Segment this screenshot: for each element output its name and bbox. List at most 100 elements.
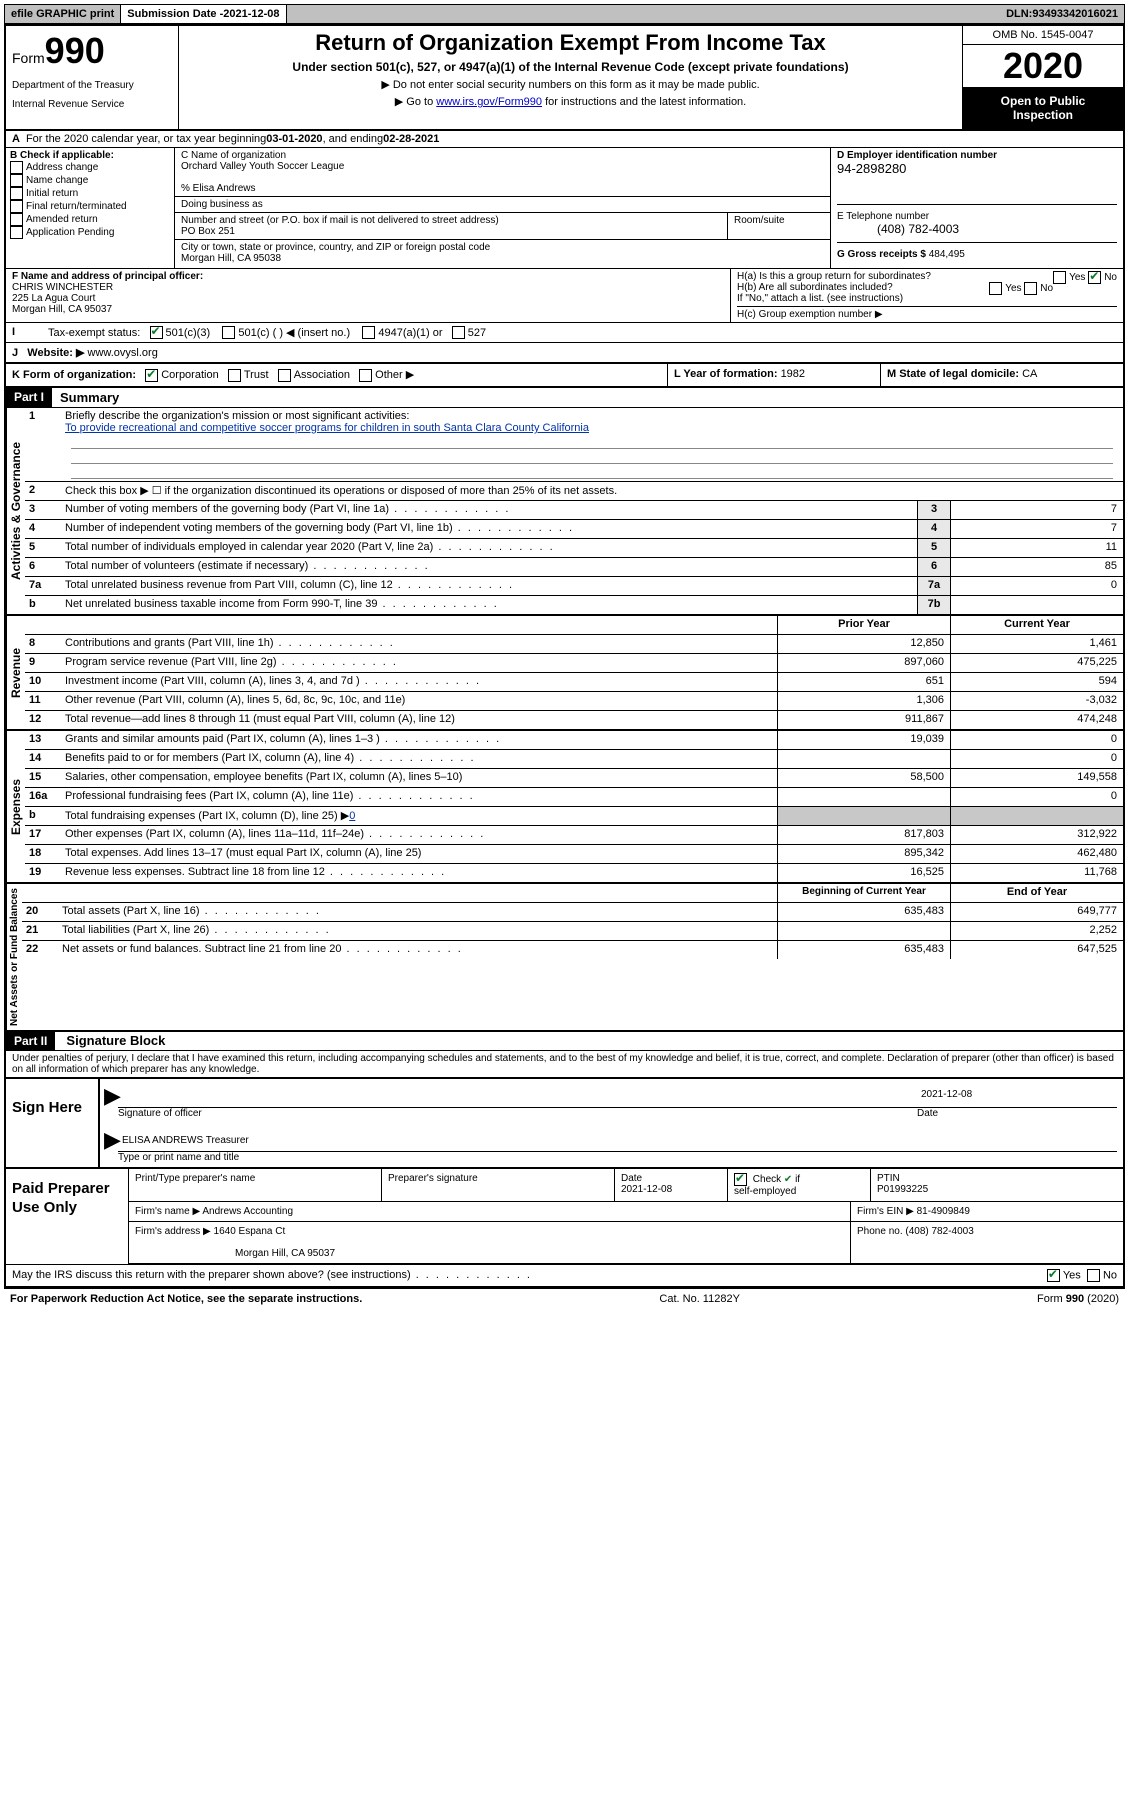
sign-here-section: Sign Here ▶ Signature of officer 2021-12… (6, 1077, 1123, 1167)
revenue-block: Revenue Prior Year Current Year 8 Contri… (6, 616, 1123, 731)
row-k: K Form of organization: Corporation Trus… (6, 364, 1123, 388)
col-d: D Employer identification number 94-2898… (831, 148, 1123, 268)
room-cell: Room/suite (728, 213, 830, 239)
chk-initial-return[interactable] (10, 187, 23, 200)
principal-officer: F Name and address of principal officer:… (6, 269, 731, 322)
chk-amended[interactable] (10, 213, 23, 226)
prep-row-3: Firm's address ▶ 1640 Espana CtMorgan Hi… (129, 1222, 1123, 1264)
paid-preparer-body: Print/Type preparer's name Preparer's si… (129, 1169, 1123, 1264)
line-21: 21 Total liabilities (Part X, line 26) 2… (22, 921, 1123, 940)
instruction-2: ▶ Go to www.irs.gov/Form990 for instruct… (185, 95, 956, 108)
dba-cell: Doing business as (175, 197, 830, 213)
addr-row: Number and street (or P.O. box if mail i… (175, 213, 830, 240)
name-title-line: ▶ELISA ANDREWS Treasurer (118, 1127, 1117, 1152)
top-bar: efile GRAPHIC print Submission Date - 20… (4, 4, 1125, 24)
h-note: If "No," attach a list. (see instruction… (737, 293, 1117, 304)
row-a-tax-year: A For the 2020 calendar year, or tax yea… (6, 131, 1123, 148)
page-footer: For Paperwork Reduction Act Notice, see … (4, 1288, 1125, 1309)
chk-self-employed[interactable] (734, 1173, 747, 1186)
chk-527[interactable] (452, 326, 465, 339)
rev-body: Prior Year Current Year 8 Contributions … (25, 616, 1123, 729)
efile-label: efile GRAPHIC print (5, 5, 121, 23)
penalty-text: Under penalties of perjury, I declare th… (6, 1050, 1123, 1077)
line-18: 18 Total expenses. Add lines 13–17 (must… (25, 844, 1123, 863)
topbar-spacer (287, 5, 1001, 23)
chk-final-return[interactable] (10, 200, 23, 213)
footer-left: For Paperwork Reduction Act Notice, see … (10, 1293, 362, 1305)
b-label: B Check if applicable: (10, 150, 114, 161)
line-19: 19 Revenue less expenses. Subtract line … (25, 863, 1123, 882)
boy-hdr: Beginning of Current Year (777, 884, 950, 902)
chk-501c3[interactable] (150, 326, 163, 339)
form-title: Return of Organization Exempt From Incom… (185, 30, 956, 56)
chk-assoc[interactable] (278, 369, 291, 382)
expenses-block: Expenses 13 Grants and similar amounts p… (6, 731, 1123, 884)
irs-link[interactable]: www.irs.gov/Form990 (436, 96, 542, 108)
arrow-icon: ▶ (104, 1083, 121, 1109)
mission-blank-3 (71, 464, 1113, 479)
vert-net-assets: Net Assets or Fund Balances (6, 884, 22, 1030)
gross-receipts-value: 484,495 (929, 249, 965, 260)
org-name-cell: C Name of organization Orchard Valley Yo… (175, 148, 830, 197)
vert-activities: Activities & Governance (6, 408, 25, 614)
l16b-grey2 (950, 807, 1123, 825)
l3-value: 7 (950, 501, 1123, 519)
l6-value: 85 (950, 558, 1123, 576)
paid-preparer-label: Paid Preparer Use Only (6, 1169, 129, 1264)
ha-yes[interactable] (1053, 271, 1066, 284)
form-of-org: K Form of organization: Corporation Trus… (6, 364, 667, 386)
vert-expenses: Expenses (6, 731, 25, 882)
tax-exempt-status: Tax-exempt status: 501(c)(3) 501(c) ( ) … (42, 323, 1123, 343)
line-17: 17 Other expenses (Part IX, column (A), … (25, 825, 1123, 844)
chk-trust[interactable] (228, 369, 241, 382)
chk-app-pending[interactable] (10, 226, 23, 239)
discuss-no[interactable] (1087, 1269, 1100, 1282)
row-j-website: J Website: ▶ www.ovysl.org (6, 343, 1123, 364)
hb-yes[interactable] (989, 282, 1002, 295)
form-border: Form990 Department of the Treasury Inter… (4, 24, 1125, 1288)
l5-value: 11 (950, 539, 1123, 557)
vert-revenue: Revenue (6, 616, 25, 729)
paid-preparer-section: Paid Preparer Use Only Print/Type prepar… (6, 1167, 1123, 1264)
h-c: H(c) Group exemption number ▶ (737, 306, 1117, 320)
hb-no[interactable] (1024, 282, 1037, 295)
line-2: 2 Check this box ▶ ☐ if the organization… (25, 481, 1123, 500)
line-7b: b Net unrelated business taxable income … (25, 595, 1123, 614)
line-7a: 7a Total unrelated business revenue from… (25, 576, 1123, 595)
line-9: 9 Program service revenue (Part VIII, li… (25, 653, 1123, 672)
line-12: 12 Total revenue—add lines 8 through 11 … (25, 710, 1123, 729)
city-cell: City or town, state or province, country… (175, 240, 830, 266)
line-14: 14 Benefits paid to or for members (Part… (25, 749, 1123, 768)
section-h: H(a) Is this a group return for subordin… (731, 269, 1123, 322)
gross-receipts: G Gross receipts $ 484,495 (837, 243, 1117, 266)
officer-signature-line[interactable]: ▶ (118, 1083, 917, 1108)
state-domicile: M State of legal domicile: CA (880, 364, 1123, 386)
chk-501c[interactable] (222, 326, 235, 339)
line-13: 13 Grants and similar amounts paid (Part… (25, 731, 1123, 749)
header-right: OMB No. 1545-0047 2020 Open to Public In… (962, 26, 1123, 129)
l7a-value: 0 (950, 577, 1123, 595)
chk-4947[interactable] (362, 326, 375, 339)
chk-other[interactable] (359, 369, 372, 382)
line-8: 8 Contributions and grants (Part VIII, l… (25, 634, 1123, 653)
discuss-yes[interactable] (1047, 1269, 1060, 1282)
chk-name-change[interactable] (10, 174, 23, 187)
row-f-h: F Name and address of principal officer:… (6, 269, 1123, 323)
street-cell: Number and street (or P.O. box if mail i… (175, 213, 728, 239)
year-formation: L Year of formation: 1982 (667, 364, 880, 386)
line-16a: 16a Professional fundraising fees (Part … (25, 787, 1123, 806)
line-4: 4 Number of independent voting members o… (25, 519, 1123, 538)
eoy-hdr: End of Year (950, 884, 1123, 902)
chk-corp[interactable] (145, 369, 158, 382)
ein-value: 94-2898280 (837, 161, 906, 176)
exp-body: 13 Grants and similar amounts paid (Part… (25, 731, 1123, 882)
form-subtitle: Under section 501(c), 527, or 4947(a)(1)… (185, 60, 956, 74)
part-ii-header: Part II Signature Block (6, 1032, 1123, 1050)
tax-year: 2020 (963, 45, 1123, 88)
na-body: Beginning of Current Year End of Year 20… (22, 884, 1123, 1030)
line-20: 20 Total assets (Part X, line 16) 635,48… (22, 902, 1123, 921)
prep-row-2: Firm's name ▶ Andrews Accounting Firm's … (129, 1202, 1123, 1222)
ha-no[interactable] (1088, 271, 1101, 284)
chk-address-change[interactable] (10, 161, 23, 174)
header-left: Form990 Department of the Treasury Inter… (6, 26, 179, 129)
